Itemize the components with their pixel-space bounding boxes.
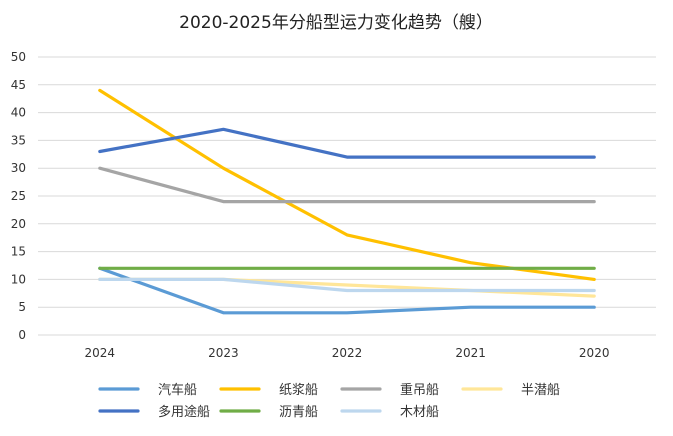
legend-label: 重吊船 [400, 382, 439, 398]
legend-item: 半潜船 [461, 383, 560, 398]
series-line-0 [98, 266, 596, 315]
legend-label: 半潜船 [521, 383, 560, 398]
chart-title: 2020-2025年分船型运力变化趋势（艘） [179, 13, 493, 33]
y-tick-label: 45 [11, 78, 26, 92]
y-tick-label: 10 [11, 272, 26, 286]
y-tick-label: 15 [11, 245, 26, 259]
legend-label: 纸浆船 [279, 383, 318, 398]
series-line-4 [98, 127, 596, 159]
legend-item: 汽车船 [98, 382, 197, 398]
x-tick-label: 2020 [579, 346, 610, 360]
series-line-1 [98, 88, 596, 281]
series-line-2 [98, 166, 596, 204]
legend-item: 沥青船 [219, 405, 318, 420]
x-tick-label: 2023 [208, 346, 239, 360]
series-lines [98, 88, 596, 315]
x-axis-ticks: 2024 2023 2022 2021 2020 [85, 346, 610, 360]
y-axis-ticks: 0 5 10 15 20 25 30 35 40 45 50 [11, 50, 26, 342]
legend-label: 汽车船 [158, 382, 197, 398]
x-tick-label: 2024 [85, 346, 116, 360]
legend-item: 木材船 [340, 405, 439, 420]
y-tick-label: 5 [18, 300, 26, 314]
y-tick-label: 30 [11, 161, 26, 175]
x-tick-label: 2022 [332, 346, 363, 360]
legend-item: 重吊船 [340, 382, 439, 398]
legend-label: 沥青船 [279, 405, 318, 420]
y-tick-label: 25 [11, 189, 26, 203]
y-tick-label: 40 [11, 106, 26, 120]
x-tick-label: 2021 [455, 346, 486, 360]
y-tick-label: 35 [11, 133, 26, 147]
series-line-6 [98, 277, 596, 293]
y-tick-label: 20 [11, 217, 26, 231]
y-tick-label: 50 [11, 50, 26, 64]
y-tick-label: 0 [18, 328, 26, 342]
legend-label: 多用途船 [158, 404, 210, 420]
legend-item: 纸浆船 [219, 383, 318, 398]
legend-label: 木材船 [400, 405, 439, 420]
legend-item: 多用途船 [98, 404, 210, 420]
